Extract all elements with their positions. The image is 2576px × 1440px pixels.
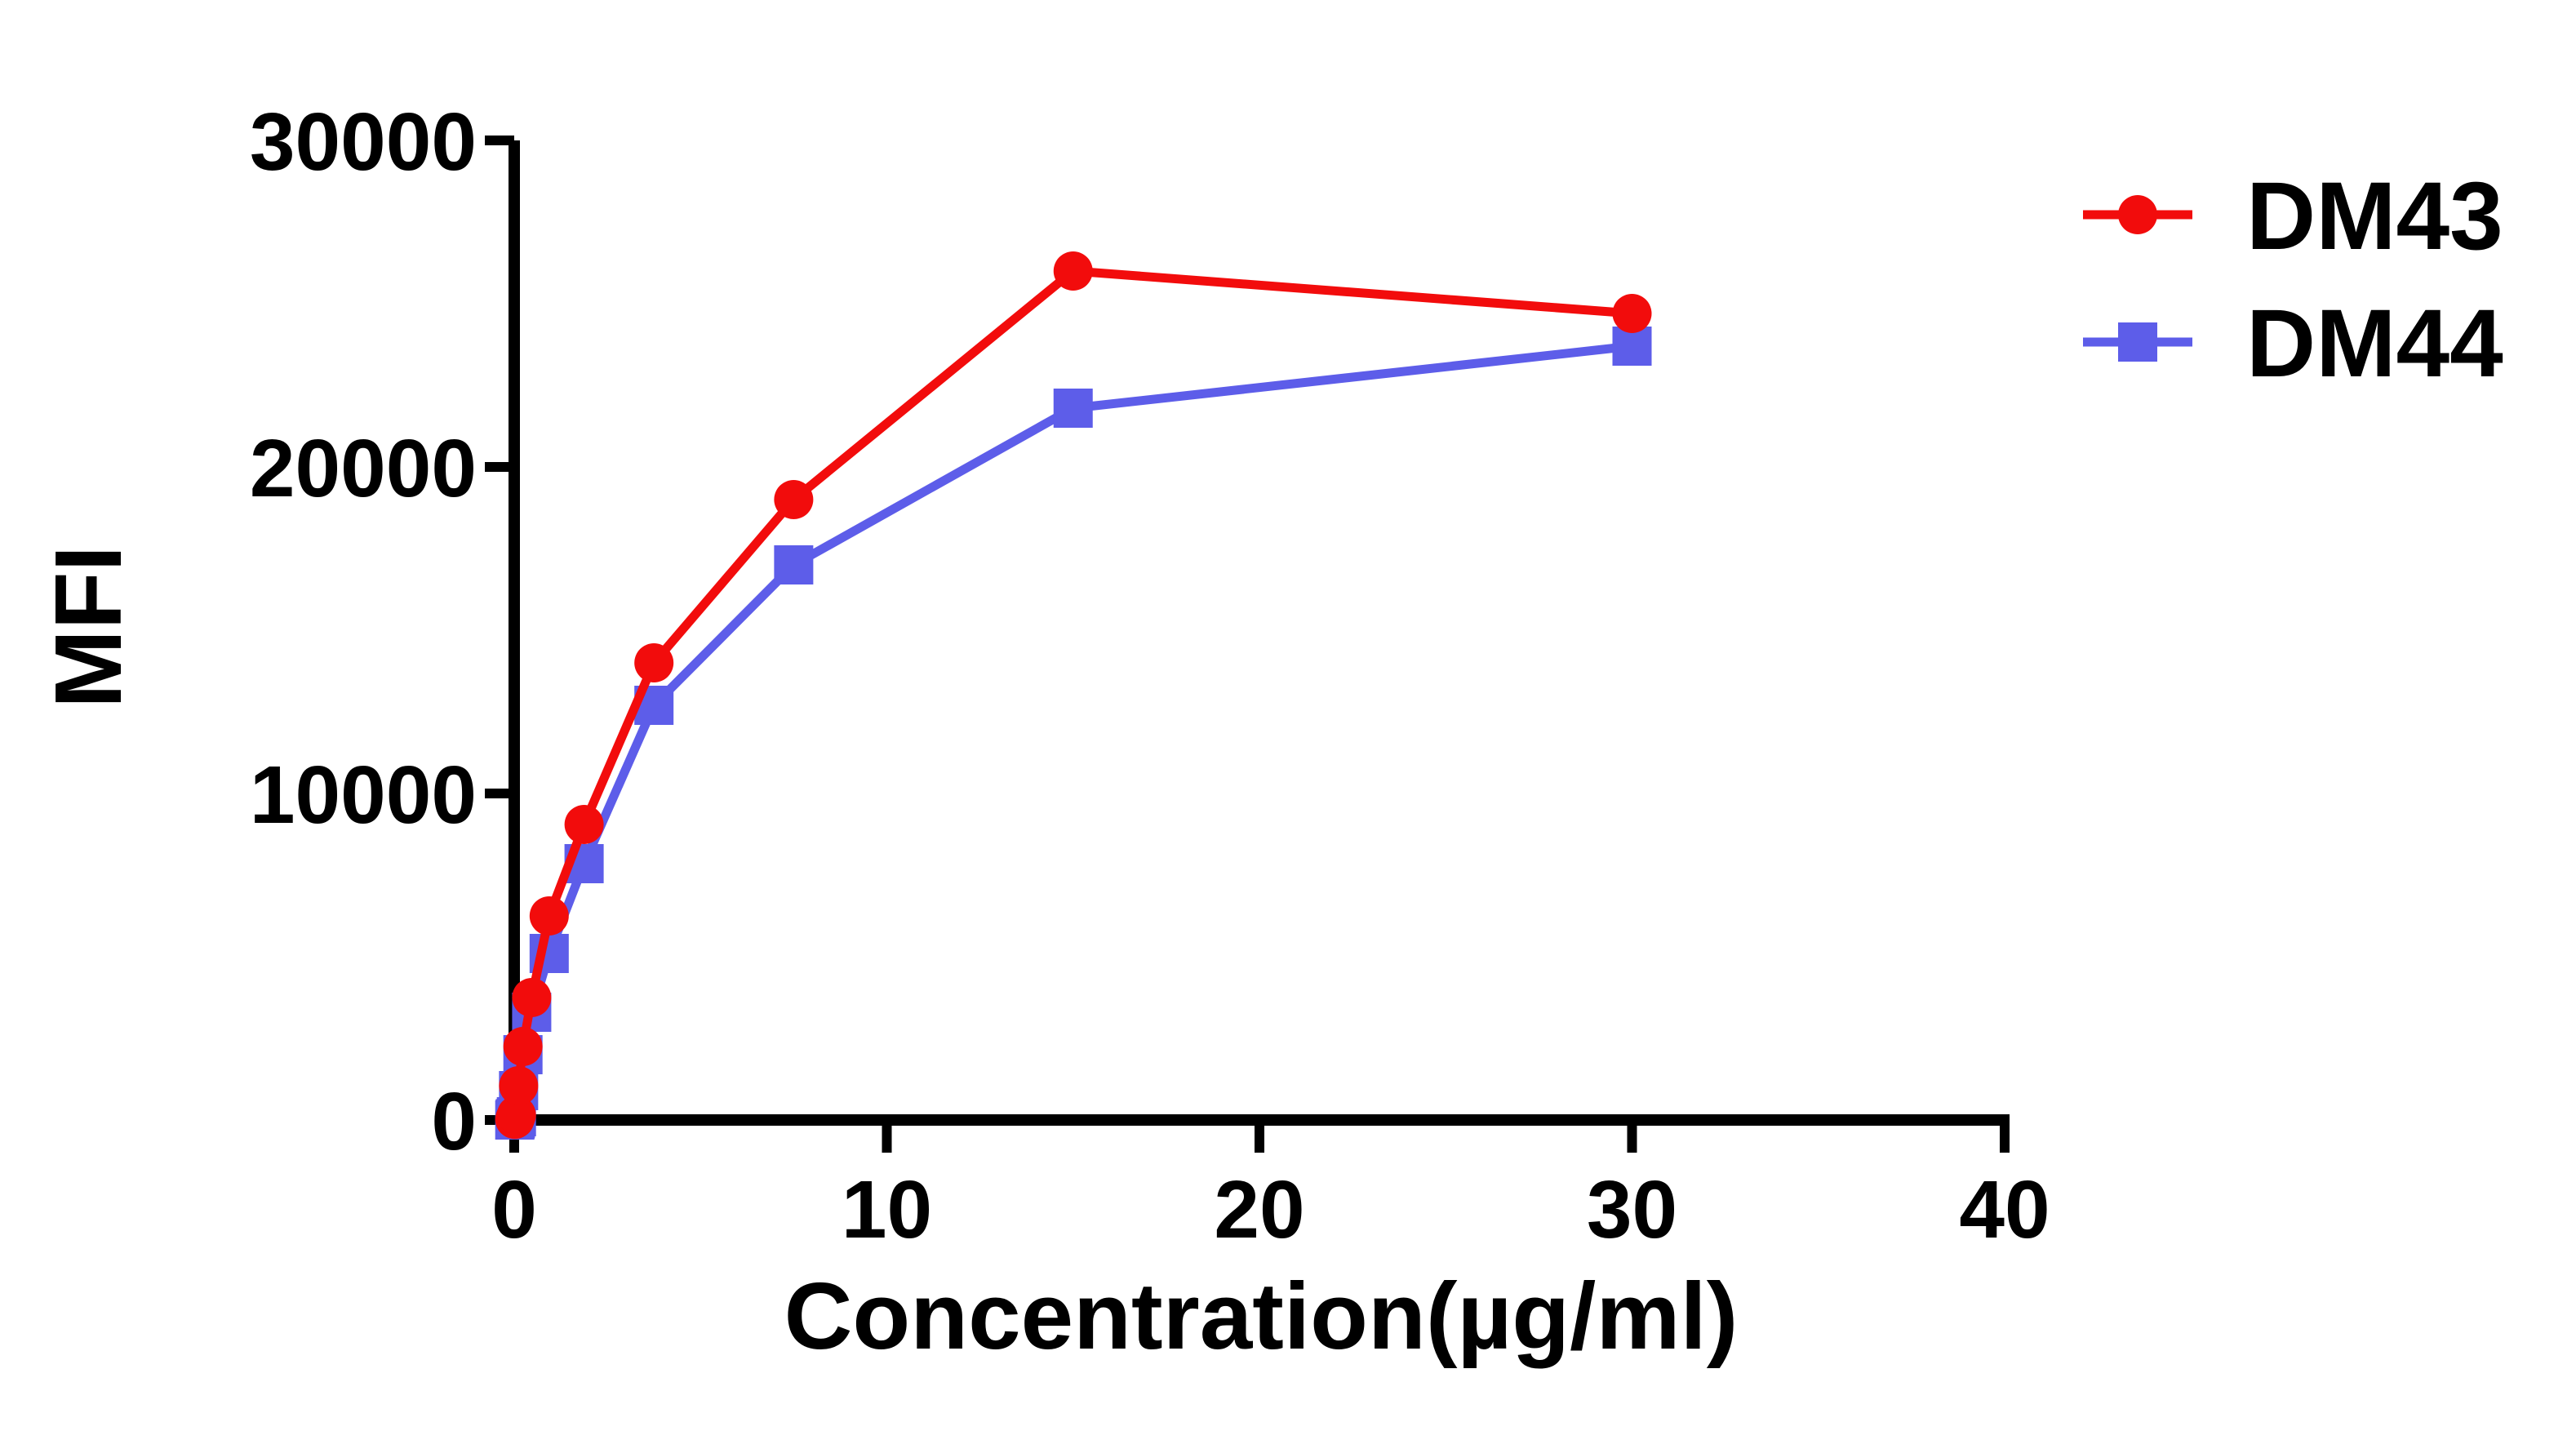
legend-marker-circle — [2118, 195, 2157, 234]
data-point-DM43 — [499, 1066, 539, 1105]
data-series — [495, 251, 1652, 1140]
y-axis-ticks: 0 10000 20000 30000 — [250, 96, 514, 1167]
x-axis-ticks: 0 10 20 30 40 — [491, 1120, 2050, 1256]
x-tick-label: 30 — [1587, 1164, 1677, 1256]
x-tick-label: 20 — [1214, 1164, 1304, 1256]
y-tick-label: 20000 — [250, 423, 477, 514]
x-tick-label: 40 — [1959, 1164, 2050, 1256]
x-tick-label: 10 — [842, 1164, 932, 1256]
y-tick-label: 30000 — [250, 96, 477, 188]
data-point-DM43 — [512, 978, 552, 1017]
data-point-DM43 — [496, 1096, 536, 1135]
legend-marker-square — [2118, 322, 2157, 362]
x-tick-label: 0 — [491, 1164, 537, 1256]
x-axis-title: Concentration(µg/ml) — [784, 1263, 1739, 1369]
data-point-DM44 — [1053, 389, 1093, 428]
data-point-DM43 — [1053, 251, 1093, 291]
data-point-DM43 — [529, 896, 569, 936]
data-point-DM43 — [564, 805, 604, 844]
legend-item-label: DM44 — [2246, 290, 2503, 398]
series-line-DM44 — [510, 341, 1633, 1123]
legend: DM43 DM44 — [2083, 162, 2503, 398]
data-point-DM43 — [634, 643, 674, 682]
data-point-DM43 — [774, 480, 814, 519]
data-point-DM43 — [1612, 294, 1652, 333]
y-tick-label: 10000 — [250, 749, 477, 841]
legend-item-label: DM43 — [2246, 162, 2503, 270]
y-axis-title: MFI — [35, 545, 141, 709]
data-point-DM44 — [774, 545, 814, 584]
data-point-DM43 — [503, 1027, 543, 1066]
y-tick-label: 0 — [431, 1076, 477, 1167]
